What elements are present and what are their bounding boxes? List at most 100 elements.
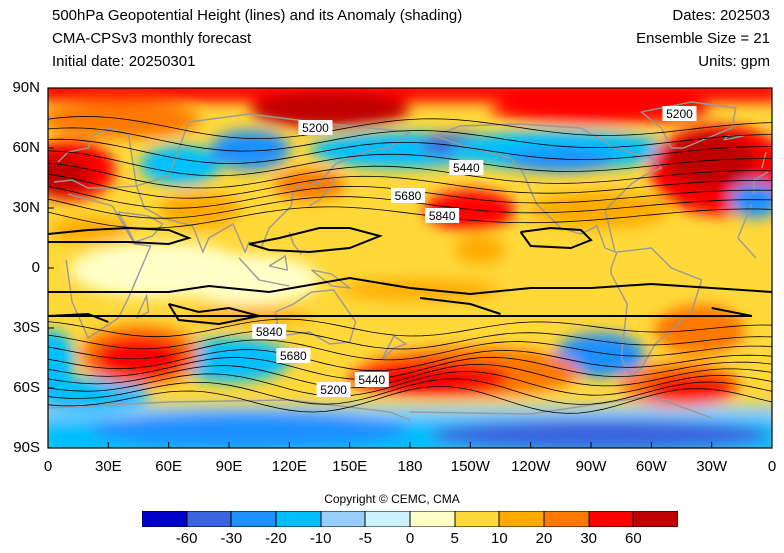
x-tick-label: 30E: [94, 458, 122, 475]
height-contour: [48, 363, 772, 389]
colorbar-swatch: [633, 511, 678, 527]
colorbar-swatch: [499, 511, 544, 527]
coastline: [311, 269, 353, 289]
thick-contour: [48, 226, 192, 246]
x-tick-label: 60W: [635, 458, 667, 475]
colorbar-swatch: [231, 511, 276, 527]
height-contour: [48, 356, 772, 380]
copyright-text: Copyright © CEMC, CMA: [324, 492, 460, 506]
contour-label-bg: [298, 120, 333, 135]
x-tick-label: 90E: [215, 458, 243, 475]
contour-label: 5840: [256, 325, 283, 339]
thick-contour: [519, 226, 593, 250]
x-tick-label: 60E: [155, 458, 183, 475]
contour-label-bg: [276, 348, 311, 363]
contour-label-bg: [662, 106, 697, 121]
shading-layer: [48, 88, 772, 448]
colorbar-label: -30: [220, 530, 243, 547]
colorbar-swatch: [588, 511, 634, 527]
colorbar-label: 5: [450, 530, 459, 547]
contour-label: 5840: [429, 209, 456, 223]
contour-label: 5200: [666, 107, 693, 121]
contour-label-bg: [354, 372, 389, 387]
contour-label-bg: [449, 160, 484, 175]
coastline: [381, 334, 408, 361]
colorbar-label: -20: [265, 530, 287, 547]
contour-label-bg: [316, 382, 351, 397]
tick-marks: [47, 87, 773, 449]
x-tick-label: 120W: [511, 458, 551, 475]
contour-label: 5680: [280, 349, 307, 363]
contour-label-layer: 5200 5440 5680 5840 5200 5840 5680 5440 5200: [252, 106, 697, 397]
colorbar-label: -5: [358, 530, 372, 547]
colorbar-swatch: [186, 511, 232, 527]
colorbar-label: 60: [624, 530, 642, 547]
colorbar-label: -60: [175, 530, 198, 547]
colorbar-label: 0: [405, 530, 415, 547]
contour-label-bg: [425, 208, 460, 223]
height-contour: [48, 162, 772, 189]
contour-label-bg: [252, 324, 287, 339]
coastline: [639, 101, 737, 149]
x-tick-label: 90W: [575, 458, 607, 475]
height-contour: [48, 349, 772, 372]
x-tick-label: 150E: [332, 458, 368, 475]
contour-label: 5200: [302, 121, 329, 135]
model-name: CMA-CPSv3 monthly forecast: [52, 30, 252, 47]
thick-contour: [48, 276, 772, 296]
x-tick-label: 0: [43, 458, 53, 475]
colorbar-swatch: [454, 511, 500, 527]
height-contour: [48, 330, 772, 350]
y-tick-label: 0: [31, 259, 40, 276]
colorbar-label: 20: [535, 530, 553, 547]
height-contour: [48, 173, 772, 199]
colorbar-swatch: [276, 511, 321, 527]
y-tick-label: 90S: [13, 439, 40, 456]
x-tick-label: 120E: [271, 458, 307, 475]
colorbar-label: -10: [309, 530, 332, 547]
contour-label: 5440: [453, 161, 480, 175]
colorbar-swatch: [142, 511, 187, 527]
ensemble-size: Ensemble Size = 21: [636, 30, 770, 47]
y-tick-label: 30N: [12, 199, 40, 216]
forecast-dates: Dates: 202503: [672, 7, 770, 24]
height-contour: [48, 206, 772, 229]
colorbar-swatch: [410, 511, 455, 527]
height-contour: [48, 127, 772, 152]
colorbar-label: 30: [580, 530, 597, 547]
contour-label-bg: [390, 188, 425, 203]
coastline: [309, 177, 335, 207]
height-contour: [48, 150, 772, 177]
y-tick-label: 60S: [13, 379, 40, 396]
y-tick-label: 30S: [13, 319, 40, 336]
units-label: Units: gpm: [698, 53, 770, 70]
thick-contour-layer: [48, 226, 772, 326]
height-contour: [48, 371, 772, 397]
coastline: [610, 247, 703, 378]
thick-contour: [419, 297, 501, 315]
height-contour: [48, 318, 772, 338]
height-contour: [48, 378, 772, 405]
x-tick-label: 150W: [450, 458, 490, 475]
colorbar-swatch: [320, 511, 366, 527]
x-tick-label: 30W: [696, 458, 728, 475]
thick-contour: [48, 307, 753, 317]
coastline: [761, 151, 767, 169]
coastline: [433, 123, 663, 254]
initial-date: Initial date: 20250301: [52, 53, 196, 70]
height-contour: [48, 138, 772, 164]
colorbar-swatch: [365, 511, 410, 527]
height-contour: [48, 116, 772, 140]
y-tick-label: 60N: [12, 139, 40, 156]
colorbar-label: 10: [490, 530, 508, 547]
height-contour: [48, 339, 772, 361]
coastline: [274, 289, 357, 345]
map-title: 500hPa Geopotential Height (lines) and i…: [52, 7, 463, 24]
coastline: [268, 254, 289, 271]
thick-contour: [248, 227, 383, 254]
contour-label: 5200: [320, 383, 347, 397]
height-contour: [48, 386, 772, 414]
x-tick-label: 0: [767, 458, 777, 475]
contour-label: 5440: [358, 373, 385, 387]
